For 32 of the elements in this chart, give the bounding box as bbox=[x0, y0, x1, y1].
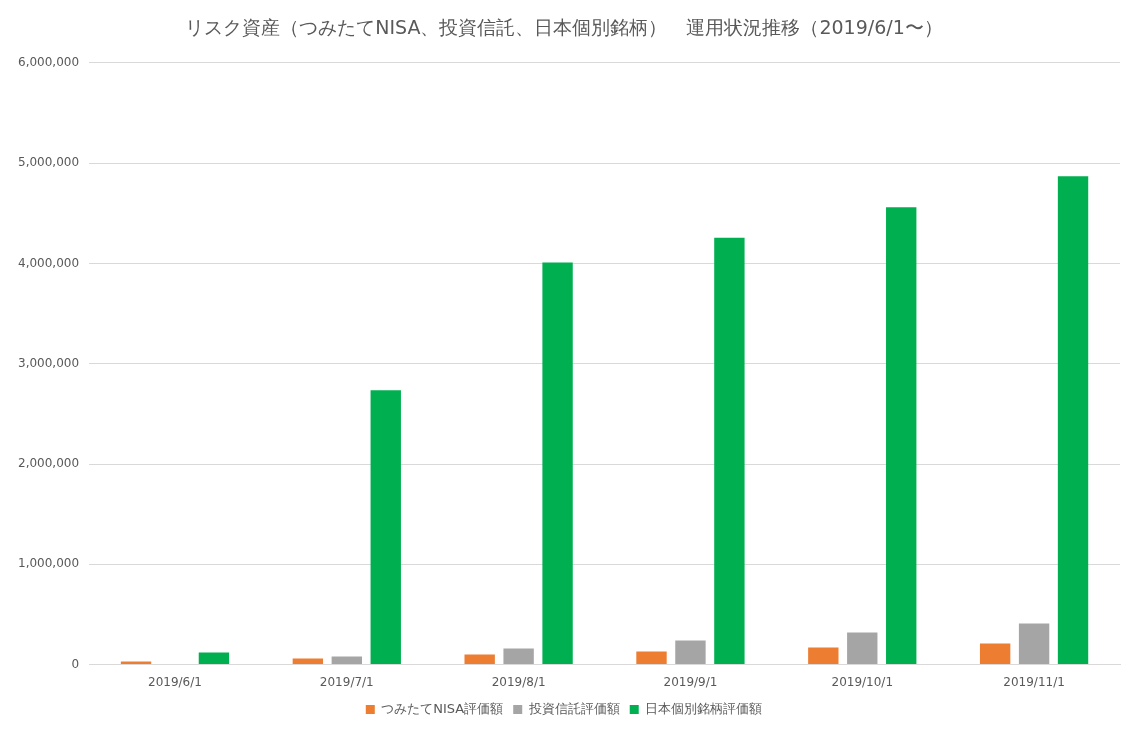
y-tick-label: 5,000,000 bbox=[17, 155, 80, 170]
x-tick-label: 2019/8/1 bbox=[491, 674, 546, 689]
bar bbox=[198, 652, 230, 665]
chart-title: リスク資産（つみたてNISA、投資信託、日本個別銘柄） 運用状況推移（2019/6/1〜） bbox=[185, 16, 943, 39]
x-tick-label: 2019/6/1 bbox=[148, 674, 202, 689]
bar bbox=[886, 207, 917, 665]
bar bbox=[331, 656, 362, 665]
x-tick-label: 2019/11/1 bbox=[1003, 674, 1065, 689]
y-tick-label: 0 bbox=[71, 656, 80, 671]
x-tick-label: 2019/9/1 bbox=[663, 674, 718, 689]
y-tick-label: 3,000,000 bbox=[17, 355, 80, 370]
y-tick-label: 4,000,000 bbox=[17, 255, 80, 270]
legend-label: 日本個別銘柄評価額 bbox=[645, 700, 763, 716]
bar bbox=[847, 632, 878, 665]
y-tick-label: 6,000,000 bbox=[17, 54, 80, 69]
legend-label: 投資信託評価額 bbox=[527, 700, 620, 716]
bar bbox=[1057, 176, 1089, 665]
x-tick-label: 2019/7/1 bbox=[319, 674, 374, 689]
bar bbox=[636, 651, 667, 665]
legend-label: つみたてNISA評価額 bbox=[381, 700, 504, 716]
bar bbox=[370, 390, 401, 665]
bar bbox=[808, 647, 839, 665]
bar bbox=[675, 640, 706, 665]
y-tick-label: 2,000,000 bbox=[17, 456, 80, 471]
bar bbox=[1018, 623, 1050, 665]
bar bbox=[464, 654, 495, 665]
y-tick-label: 1,000,000 bbox=[17, 556, 80, 571]
bar bbox=[503, 648, 534, 665]
bar bbox=[542, 262, 573, 665]
bar bbox=[979, 643, 1011, 665]
x-tick-label: 2019/10/1 bbox=[831, 674, 894, 689]
bar bbox=[714, 237, 745, 665]
